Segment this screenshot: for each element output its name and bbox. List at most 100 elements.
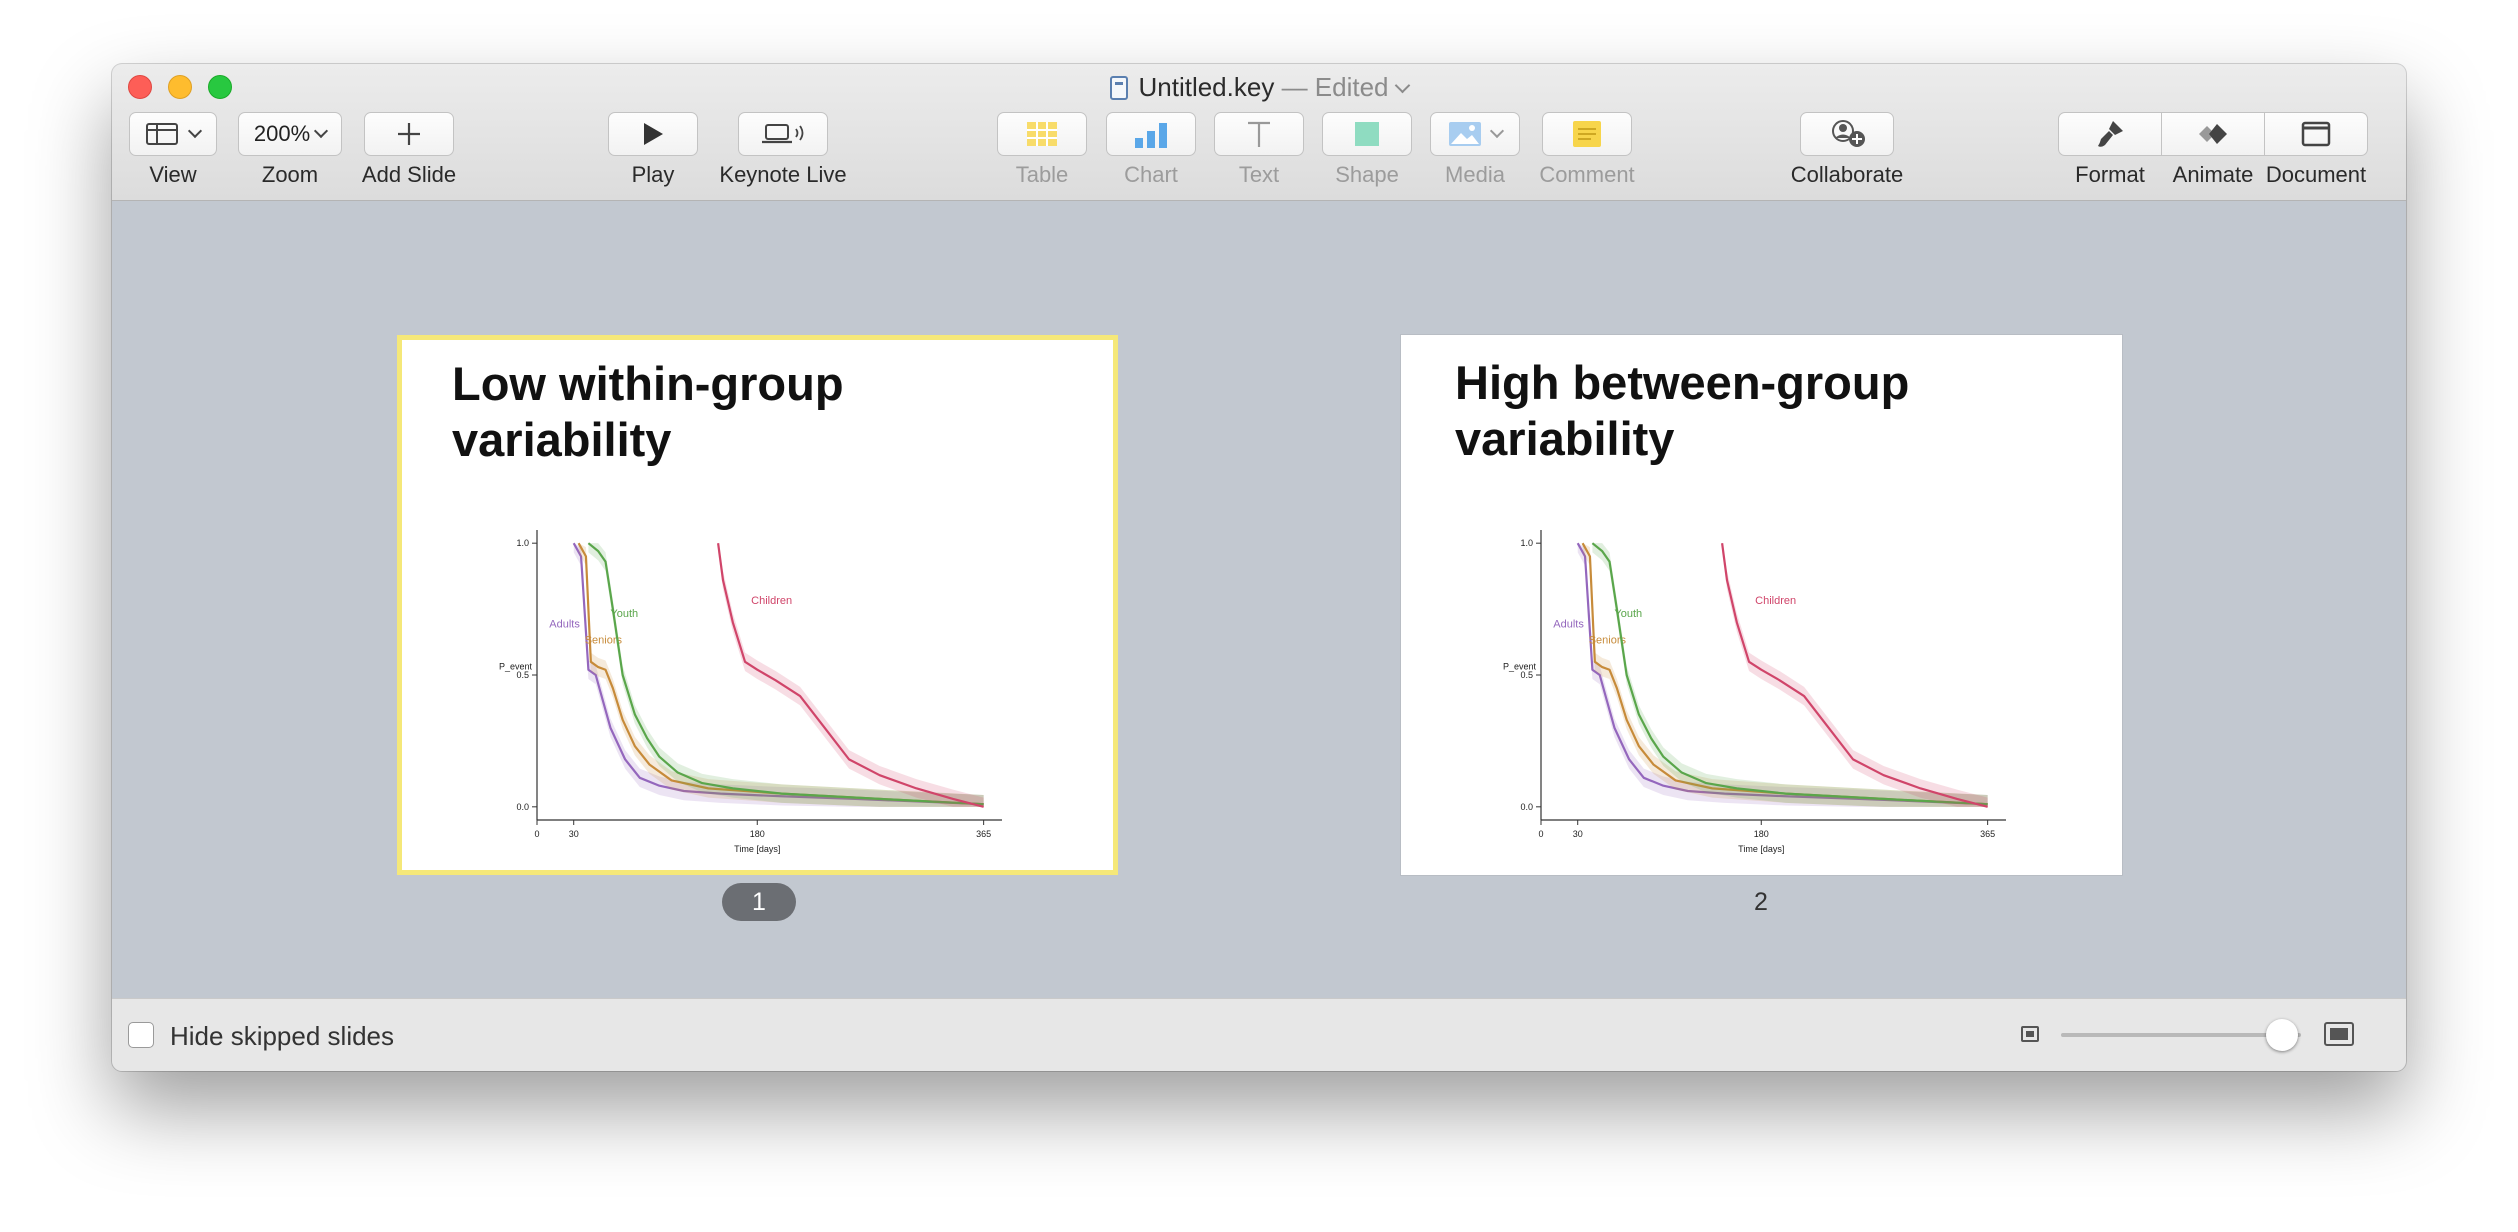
y-tick-label: 0.5 [516,670,529,680]
plus-icon [398,123,420,145]
series-line [1721,543,1988,808]
y-tick-label: 1.0 [516,538,529,548]
series-label: Youth [1614,608,1642,620]
zoom-value: 200% [253,121,311,146]
view-button[interactable] [129,112,217,156]
toolbar: Untitled.key — Edited View 200% Zoom Add… [112,64,2406,201]
x-tick-label: 180 [1754,829,1769,839]
comment-button[interactable] [1542,112,1632,156]
y-tick-label: 1.0 [1520,538,1533,548]
x-tick-label: 180 [750,829,765,839]
slide-thumbnail-2[interactable]: High between-group variability 0 30 180 365… [1401,335,2122,875]
x-tick-label: 30 [1573,829,1583,839]
play-button[interactable] [608,112,698,156]
document-panel-icon [2301,121,2331,147]
comment-note-icon [1573,121,1601,147]
play-icon [644,123,663,145]
series-line [587,542,984,806]
animate-label: Animate [2172,162,2254,187]
light-table-canvas: Low within-group variability 0 30 180 365 0.… [112,201,2406,997]
zoom-select[interactable]: 200% [238,112,342,156]
collaborate-label: Collaborate [1790,162,1904,187]
x-tick-label: 30 [569,829,579,839]
minimize-window-button[interactable] [168,75,192,99]
add-slide-button[interactable] [364,112,454,156]
chart-button[interactable] [1106,112,1196,156]
add-slide-label: Add Slide [361,162,457,187]
sidebar-layout-icon [146,123,178,145]
zoom-label: Zoom [261,162,319,187]
chevron-down-icon [314,123,329,139]
slide-title: High between-group variability [1455,355,2055,467]
survival-chart: 0 30 180 365 0.0 0.5 1.0 Time [days] P_event Adul… [1503,530,2006,854]
x-axis-label: Time [days] [734,844,780,854]
slide-thumbnail-1[interactable]: Low within-group variability 0 30 180 365 0.… [397,335,1118,875]
x-tick-label: 0 [534,829,539,839]
keynote-live-button[interactable] [738,112,828,156]
series-label: Seniors [1589,634,1627,646]
paintbrush-icon [2098,121,2123,147]
maximize-window-button[interactable] [208,75,232,99]
series-label: Children [751,595,792,607]
slide-title: Low within-group variability [452,356,1052,468]
series-label: Children [1755,595,1796,607]
series-confidence-band [1722,543,1988,807]
series-line [577,542,984,806]
media-button[interactable] [1430,112,1520,156]
hide-skipped-checkbox[interactable] [128,1022,154,1048]
large-thumbnail-icon [2324,1022,2354,1046]
table-label: Table [1015,162,1069,187]
document-button[interactable] [2264,112,2368,156]
close-window-button[interactable] [128,75,152,99]
survival-chart: 0 30 180 365 0.0 0.5 1.0 Time [days] P_event Adul… [499,530,1002,854]
y-axis-label: P_event [499,662,533,672]
document-status: — Edited [1281,72,1389,102]
chevron-down-icon [1489,123,1505,139]
text-icon [1248,121,1270,147]
keynote-live-icon [762,124,804,144]
photo-icon [1449,122,1481,146]
series-line [572,542,984,806]
thumbnail-size-slider[interactable] [2061,1033,2301,1037]
play-label: Play [631,162,675,187]
series-confidence-band [718,543,984,807]
x-tick-label: 365 [1980,829,1995,839]
table-icon [1027,122,1057,146]
text-button[interactable] [1214,112,1304,156]
format-label: Format [2075,162,2145,187]
animate-button[interactable] [2161,112,2265,156]
chevron-down-icon [187,123,203,139]
document-name: Untitled.key [1138,72,1275,102]
table-button[interactable] [997,112,1087,156]
series-line [717,543,984,808]
y-tick-label: 0.0 [1520,802,1533,812]
series-label: Seniors [585,634,623,646]
keynote-window: Untitled.key — Edited View 200% Zoom Add… [112,64,2406,1071]
document-label: Document [2265,162,2367,187]
chart-label: Chart [1124,162,1178,187]
media-label: Media [1445,162,1505,187]
format-button[interactable] [2058,112,2162,156]
slide-number-1[interactable]: 1 [722,883,796,921]
shape-button[interactable] [1322,112,1412,156]
series-line [1591,542,1988,806]
slide-title-line: variability [452,413,672,466]
x-tick-label: 365 [976,829,991,839]
series-line [1581,542,1988,806]
slide-title-line: Low within-group [452,357,844,410]
y-tick-label: 0.0 [516,802,529,812]
slide-number-2[interactable]: 2 [1754,888,1768,916]
thumbnail-size-slider-knob[interactable] [2265,1019,2298,1051]
keynote-document-icon [1110,76,1129,100]
keynote-live-label: Keynote Live [719,162,847,187]
comment-label: Comment [1539,162,1635,187]
window-title[interactable]: Untitled.key — Edited [112,72,2406,102]
collaborate-icon [1832,120,1865,147]
collaborate-button[interactable] [1800,112,1894,156]
series-label: Adults [549,619,580,631]
x-tick-label: 0 [1538,829,1543,839]
chevron-down-icon [1394,77,1410,94]
animate-diamond-icon [2199,124,2227,144]
y-tick-label: 0.5 [1520,670,1533,680]
x-axis-label: Time [days] [1738,844,1784,854]
